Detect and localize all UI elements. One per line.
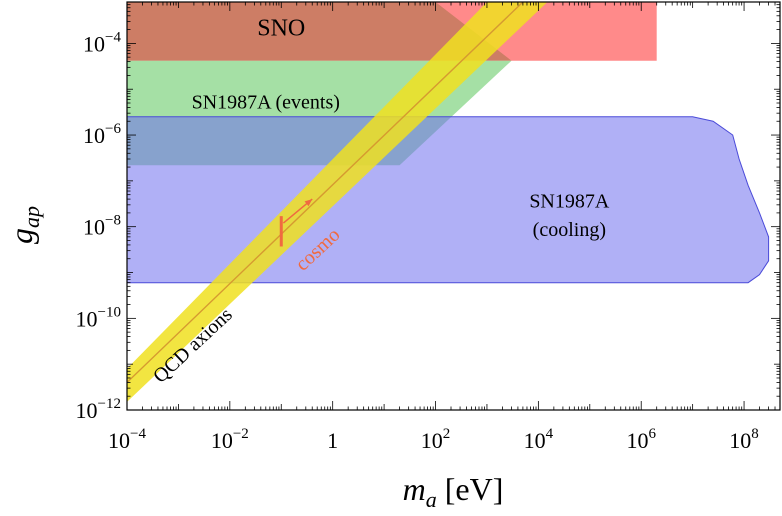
y-tick-label: 10−10 (76, 304, 121, 331)
y-tick-label: 10−6 (83, 121, 121, 148)
y-tick-label: 10−4 (83, 29, 121, 56)
plot-frame (126, 1, 781, 411)
axis-labels: ma [eV] gap (3, 206, 503, 512)
y-tick-label: 10−8 (83, 213, 121, 240)
y-tick-label: 10−12 (76, 396, 121, 423)
x-tick-label: 1 (327, 428, 338, 453)
region-overlap (127, 2, 512, 61)
annotation-sn1987a-events: SN1987A (events) (192, 91, 340, 113)
x-tick-label: 10−2 (211, 426, 249, 453)
annotation-cooling: (cooling) (533, 219, 606, 241)
cosmo-arrow-head (304, 199, 313, 207)
x-tick-label: 108 (729, 426, 759, 453)
x-tick-label: 102 (421, 426, 451, 453)
qcd-band-area (127, 2, 548, 402)
x-axis-label: ma [eV] (403, 471, 504, 512)
qcd-band-centerline (127, 2, 524, 383)
annotation-sn1987a: SN1987A (529, 191, 610, 213)
y-axis-label: gap (3, 206, 44, 244)
x-tick-label: 104 (524, 426, 554, 453)
qcd-axion-band (127, 2, 548, 402)
x-tick-label: 10−4 (108, 426, 146, 453)
x-tick-label: 106 (626, 426, 656, 453)
annotation-sno: SNO (257, 15, 305, 41)
region-sn1987a-cooling (127, 116, 770, 284)
